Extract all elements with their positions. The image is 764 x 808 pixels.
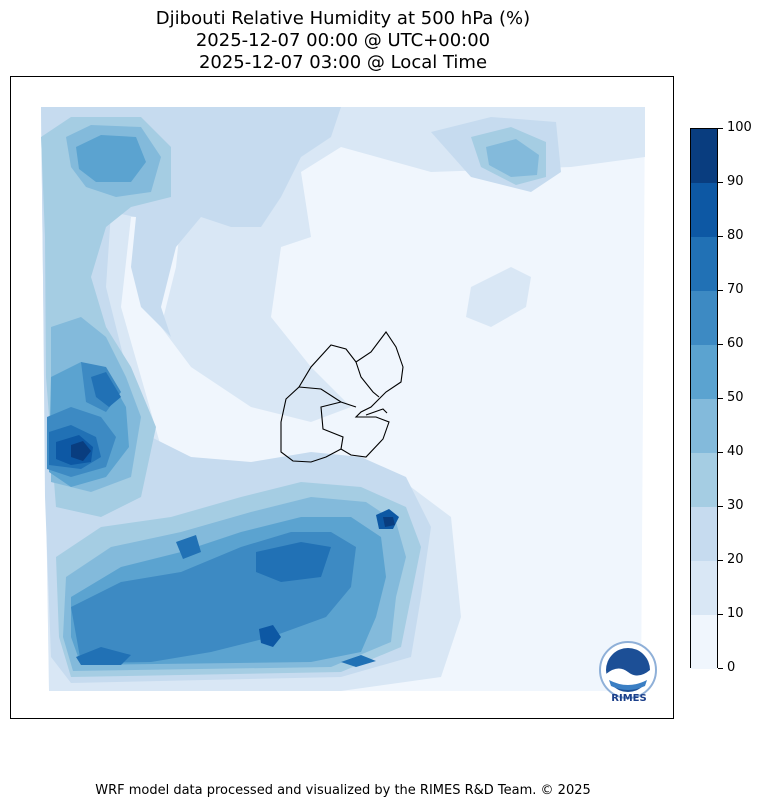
colorbar: [690, 128, 718, 669]
colorbar-segment: [691, 399, 717, 453]
colorbar-segment: [691, 345, 717, 399]
colorbar-tick: [718, 181, 723, 183]
colorbar-tick-label: 10: [727, 606, 744, 621]
colorbar-tick-label: 40: [727, 444, 744, 459]
map-title: Djibouti Relative Humidity at 500 hPa (%…: [155, 8, 531, 29]
colorbar-tick: [718, 343, 723, 345]
contour-40-50-ne: [486, 139, 539, 177]
colorbar-tick: [718, 667, 723, 669]
colorbar-tick-label: 30: [727, 498, 744, 513]
colorbar-tick-label: 70: [727, 282, 744, 297]
colorbar-tick: [718, 559, 723, 561]
colorbar-tick-label: 60: [727, 336, 744, 351]
colorbar-tick: [718, 613, 723, 615]
colorbar-tick-label: 80: [727, 228, 744, 243]
colorbar-tick: [718, 451, 723, 453]
colorbar-segment: [691, 615, 717, 669]
colorbar-tick: [718, 505, 723, 507]
djibouti-boundary: [280, 331, 404, 463]
colorbar-tick-label: 50: [727, 390, 744, 405]
colorbar-segment: [691, 129, 717, 183]
colorbar-segment: [691, 291, 717, 345]
colorbar-segment: [691, 237, 717, 291]
contour-80-90: [56, 435, 399, 647]
rimes-logo: [599, 641, 657, 699]
colorbar-tick-label: 100: [727, 120, 752, 135]
utc-time-label: 2025-12-07 00:00 @ UTC+00:00: [195, 30, 491, 51]
colorbar-tick: [718, 397, 723, 399]
rimes-logo-text: RIMES: [611, 693, 647, 704]
local-time-label: 2025-12-07 03:00 @ Local Time: [198, 52, 488, 73]
colorbar-tick-label: 20: [727, 552, 744, 567]
contour-60-70: [47, 362, 356, 663]
colorbar-tick: [718, 127, 723, 129]
colorbar-segment: [691, 507, 717, 561]
humidity-contour-map: [41, 107, 645, 691]
colorbar-tick-label: 90: [727, 174, 744, 189]
colorbar-segment: [691, 561, 717, 615]
map-area: [10, 76, 674, 719]
colorbar-tick: [718, 289, 723, 291]
colorbar-tick-label: 0: [727, 660, 736, 675]
colorbar-segment: [691, 453, 717, 507]
colorbar-segment: [691, 183, 717, 237]
contour-10-20-east: [466, 267, 531, 327]
colorbar-tick: [718, 235, 723, 237]
footer-credit: WRF model data processed and visualized …: [95, 783, 591, 798]
